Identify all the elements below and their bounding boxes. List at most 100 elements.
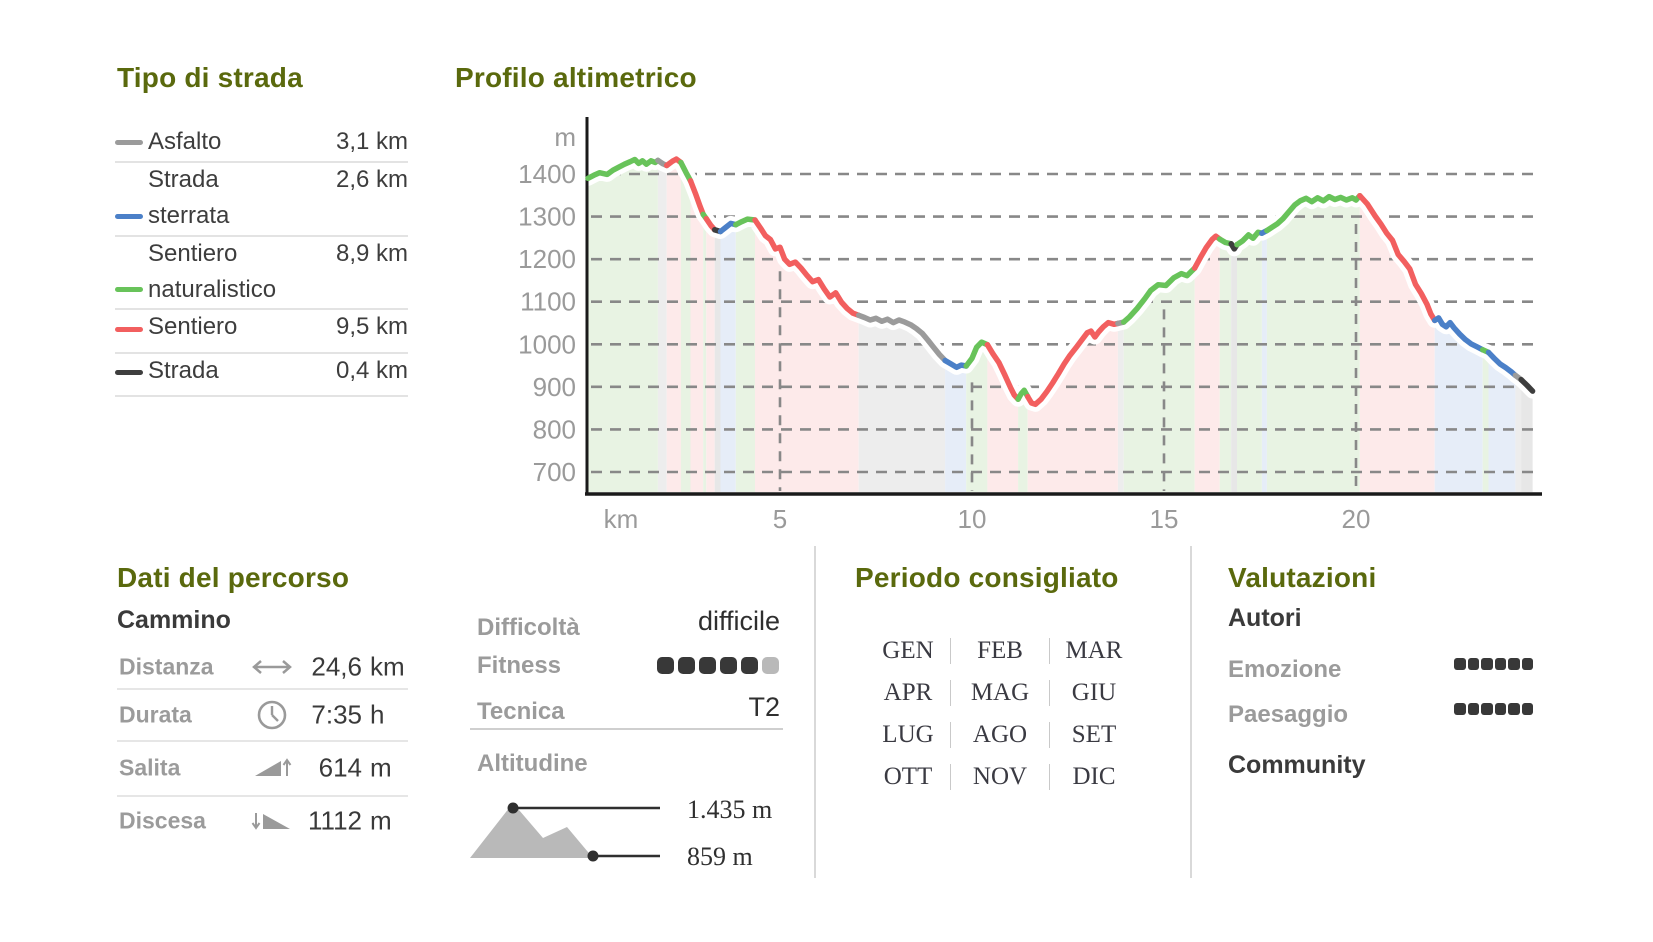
sterrata-color-swatch-icon bbox=[115, 214, 143, 219]
area-fill-sentiero bbox=[755, 220, 859, 492]
elevation-chart-title: Profilo altimetrico bbox=[455, 62, 697, 94]
profile-segment-strada bbox=[1518, 376, 1536, 394]
month-mar: MAR bbox=[1065, 637, 1123, 664]
route-row-label: Salita bbox=[119, 754, 181, 781]
route-row-salita: Salita 614 m bbox=[117, 741, 408, 797]
y-tick-label: 900 bbox=[533, 372, 576, 402]
area-fill-asfalto bbox=[657, 160, 667, 492]
clock-icon bbox=[247, 695, 297, 735]
x-tick-label: 5 bbox=[773, 504, 787, 534]
ratings-title: Valutazioni bbox=[1228, 562, 1376, 594]
rating-paesaggio-dots bbox=[1454, 703, 1533, 715]
ascent-ramp-icon bbox=[247, 748, 297, 788]
legend-label-line2: sterrata bbox=[148, 202, 230, 229]
month-gen: GEN bbox=[882, 637, 934, 664]
profile-segment-sentiero bbox=[687, 178, 706, 218]
area-fill-naturalistico bbox=[588, 159, 658, 492]
route-row-unit: m bbox=[370, 752, 392, 783]
area-fill-sentiero bbox=[690, 180, 704, 493]
altitude-label: Altitudine bbox=[477, 750, 588, 777]
x-tick-label: 15 bbox=[1150, 504, 1179, 534]
legend-row-strada-sterrata: Strada sterrata 2,6 km bbox=[115, 162, 408, 237]
area-fill-naturalistico bbox=[1123, 268, 1195, 492]
rating-dot bbox=[1494, 658, 1506, 670]
area-fill-sentiero bbox=[1027, 322, 1118, 492]
month-ott: OTT bbox=[883, 763, 933, 790]
fitness-rating-dots bbox=[657, 657, 779, 674]
route-row-label: Discesa bbox=[119, 807, 206, 833]
period-title: Periodo consigliato bbox=[855, 562, 1119, 594]
rating-dot bbox=[1454, 703, 1466, 715]
profile-segment-naturalistico bbox=[963, 339, 991, 369]
y-tick-label: 1200 bbox=[518, 244, 576, 274]
descent-ramp-icon bbox=[247, 801, 297, 841]
rating-dot bbox=[678, 657, 695, 674]
ratings-authors-heading: Autori bbox=[1228, 604, 1302, 632]
section-divider-right bbox=[1190, 546, 1192, 878]
rating-emozione-label: Emozione bbox=[1228, 656, 1342, 683]
profile-segment-sentiero bbox=[984, 341, 1021, 402]
profile-segment-naturalistico bbox=[678, 159, 694, 184]
mountain-shape bbox=[470, 803, 593, 858]
month-feb: FEB bbox=[950, 630, 1050, 672]
route-row-value: 24,6 bbox=[311, 651, 362, 681]
profile-segment-sterrata bbox=[1485, 349, 1519, 379]
sentiero-color-swatch-icon bbox=[115, 327, 143, 332]
rating-dot bbox=[1508, 703, 1520, 715]
fitness-label: Fitness bbox=[477, 652, 562, 679]
area-fill-strada bbox=[1521, 379, 1533, 492]
legend-value: 8,9 km bbox=[335, 240, 408, 267]
legend-value: 3,1 km bbox=[335, 128, 408, 155]
profile-segment-sentiero bbox=[1191, 233, 1223, 271]
rating-dot bbox=[1508, 658, 1520, 670]
area-fill-sterrata bbox=[1434, 317, 1483, 492]
area-fill-sterrata bbox=[945, 360, 967, 492]
road-types-title-text: Tipo di strada bbox=[117, 62, 303, 93]
legend-row-sentiero: Sentiero 9,5 km bbox=[115, 309, 408, 354]
area-fill-naturalistico bbox=[1219, 239, 1232, 492]
area-fill-strada bbox=[1231, 243, 1237, 492]
area-fill-naturalistico bbox=[1237, 232, 1262, 493]
area-fill-asfalto bbox=[858, 315, 946, 492]
area-fill-naturalistico bbox=[703, 214, 707, 492]
legend-label-line1: Strada bbox=[148, 166, 219, 193]
y-tick-label: 1400 bbox=[518, 159, 576, 189]
distance-arrow-icon bbox=[247, 647, 297, 687]
naturalistico-color-swatch-icon bbox=[115, 287, 143, 292]
route-row-distanza: Distanza 24,6 km bbox=[117, 645, 408, 690]
area-fill-sentiero bbox=[987, 344, 1019, 492]
rating-dot bbox=[1467, 658, 1479, 670]
month-apr: APR bbox=[883, 679, 933, 706]
route-row-unit: km bbox=[370, 651, 405, 681]
rating-dot bbox=[1521, 703, 1533, 715]
difficulty-label: Difficoltà bbox=[477, 614, 580, 641]
technique-separator bbox=[470, 728, 783, 730]
profile-segment-sterrata bbox=[942, 357, 969, 371]
technique-value: T2 bbox=[748, 692, 780, 722]
profile-segment-sentiero bbox=[663, 156, 684, 169]
month-mag: MAG bbox=[950, 672, 1050, 714]
legend-row-asfalto: Asfalto 3,1 km bbox=[115, 124, 408, 163]
y-tick-label: 700 bbox=[533, 457, 576, 487]
rating-paesaggio-label: Paesaggio bbox=[1228, 701, 1349, 728]
legend-value: 0,4 km bbox=[335, 357, 408, 384]
legend-label-line1: Sentiero bbox=[148, 240, 238, 267]
route-row-label: Durata bbox=[119, 701, 192, 727]
legend-label: Strada bbox=[148, 357, 219, 384]
recommended-months-grid: GEN FEB MAR APR MAG GIU LUG AGO SET OTT … bbox=[866, 630, 1138, 798]
legend-label: Asfalto bbox=[148, 128, 222, 155]
x-tick-label: 20 bbox=[1342, 504, 1371, 534]
y-tick-label: 1000 bbox=[518, 329, 576, 359]
route-row-value: 7:35 bbox=[311, 699, 362, 729]
area-fill-sterrata bbox=[720, 223, 736, 492]
asfalto-color-swatch-icon bbox=[115, 140, 143, 145]
route-row-label: Distanza bbox=[119, 653, 214, 679]
x-axis-unit-label: km bbox=[604, 504, 639, 534]
route-data-title: Dati del percorso bbox=[117, 562, 349, 594]
rating-dot bbox=[1494, 703, 1506, 715]
legend-label-line2: naturalistico bbox=[148, 276, 277, 303]
altitude-mountain-icon bbox=[470, 802, 660, 862]
profile-segment-sentiero bbox=[1357, 192, 1438, 324]
profile-segment-naturalistico bbox=[1234, 229, 1265, 248]
route-row-unit: m bbox=[370, 805, 392, 835]
